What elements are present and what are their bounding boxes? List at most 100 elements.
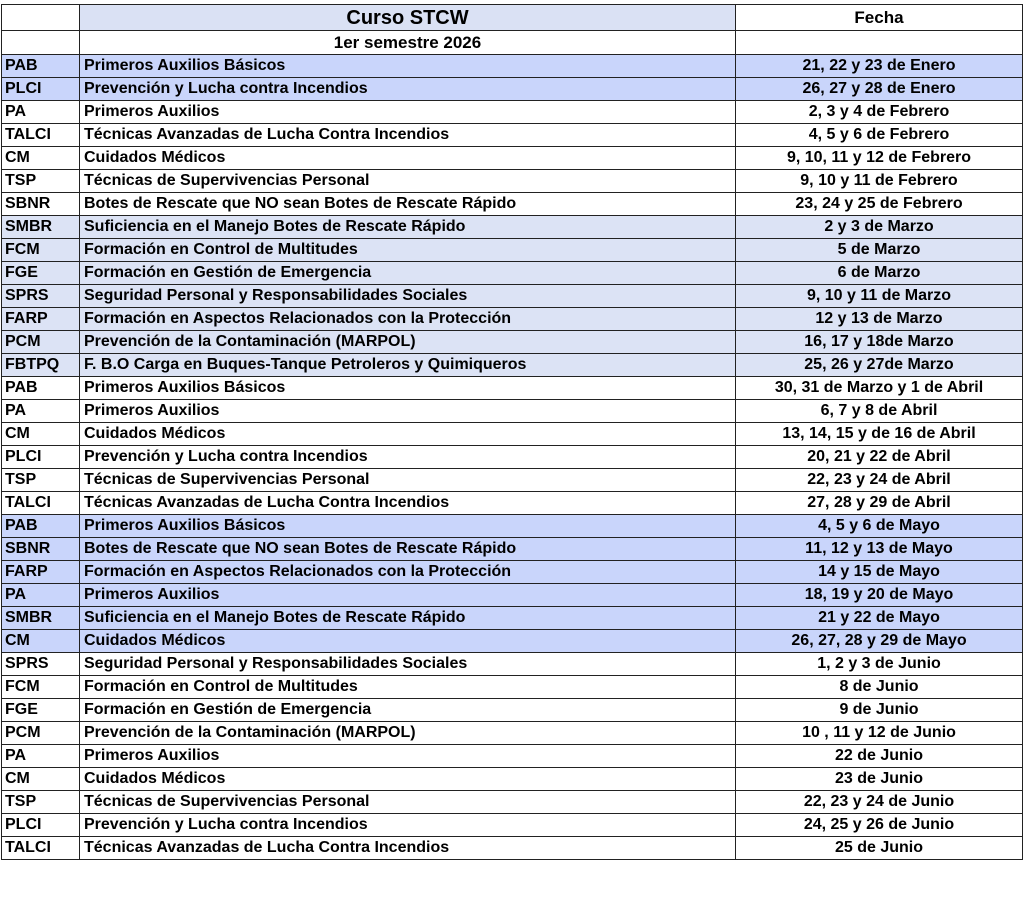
course-name: Suficiencia en el Manejo Botes de Rescat… — [79, 606, 736, 630]
course-code: PLCI — [1, 77, 80, 101]
course-name: Cuidados Médicos — [79, 146, 736, 170]
table-row: PLCI Prevención y Lucha contra Incendios 2… — [1, 813, 1023, 837]
course-code: CM — [1, 767, 80, 791]
table-row: SMBR Suficiencia en el Manejo Botes de Re… — [1, 215, 1023, 239]
course-code: SPRS — [1, 284, 80, 308]
course-code: PCM — [1, 330, 80, 354]
course-date: 27, 28 y 29 de Abril — [735, 491, 1023, 515]
course-code: FGE — [1, 261, 80, 285]
course-title-header: Curso STCW — [79, 4, 736, 31]
course-name: Prevención y Lucha contra Incendios — [79, 77, 736, 101]
course-date: 23, 24 y 25 de Febrero — [735, 192, 1023, 216]
course-date: 24, 25 y 26 de Junio — [735, 813, 1023, 837]
course-date: 26, 27, 28 y 29 de Mayo — [735, 629, 1023, 653]
course-name: Formación en Gestión de Emergencia — [79, 698, 736, 722]
header-empty-cell — [1, 4, 80, 31]
table-row: CM Cuidados Médicos 26, 27, 28 y 29 de May… — [1, 629, 1023, 653]
course-name: Formación en Gestión de Emergencia — [79, 261, 736, 285]
course-name: Cuidados Médicos — [79, 767, 736, 791]
course-code: TSP — [1, 790, 80, 814]
course-name: Formación en Control de Multitudes — [79, 675, 736, 699]
course-date: 20, 21 y 22 de Abril — [735, 445, 1023, 469]
course-code: SMBR — [1, 215, 80, 239]
table-row: FCM Formación en Control de Multitudes 8 d… — [1, 675, 1023, 699]
table-row: FBTPQ F. B.O Carga en Buques-Tanque Petro… — [1, 353, 1023, 377]
course-code: SPRS — [1, 652, 80, 676]
course-code: TALCI — [1, 123, 80, 147]
semester-label: 1er semestre 2026 — [79, 30, 736, 55]
course-date: 12 y 13 de Marzo — [735, 307, 1023, 331]
course-name: Primeros Auxilios Básicos — [79, 514, 736, 538]
course-schedule-table: Curso STCW Fecha 1er semestre 2026 PAB Pr… — [1, 4, 1023, 860]
course-name: Suficiencia en el Manejo Botes de Rescat… — [79, 215, 736, 239]
course-date: 11, 12 y 13 de Mayo — [735, 537, 1023, 561]
semester-date-empty-cell — [735, 30, 1023, 55]
course-code: PA — [1, 583, 80, 607]
course-name: Técnicas Avanzadas de Lucha Contra Incen… — [79, 491, 736, 515]
course-code: TALCI — [1, 836, 80, 860]
table-row: TALCI Técnicas Avanzadas de Lucha Contra … — [1, 836, 1023, 860]
table-row: SBNR Botes de Rescate que NO sean Botes d… — [1, 537, 1023, 561]
course-name: Cuidados Médicos — [79, 422, 736, 446]
course-code: PAB — [1, 514, 80, 538]
course-date: 6 de Marzo — [735, 261, 1023, 285]
course-date: 25 de Junio — [735, 836, 1023, 860]
table-row: PA Primeros Auxilios 18, 19 y 20 de Mayo — [1, 583, 1023, 607]
table-row: PCM Prevención de la Contaminación (MARPO… — [1, 330, 1023, 354]
table-row: FARP Formación en Aspectos Relacionados c… — [1, 560, 1023, 584]
course-name: Seguridad Personal y Responsabilidades S… — [79, 284, 736, 308]
course-name: Formación en Aspectos Relacionados con l… — [79, 560, 736, 584]
table-row: FARP Formación en Aspectos Relacionados c… — [1, 307, 1023, 331]
course-date: 1, 2 y 3 de Junio — [735, 652, 1023, 676]
course-code: PCM — [1, 721, 80, 745]
course-code: CM — [1, 146, 80, 170]
course-date: 22, 23 y 24 de Junio — [735, 790, 1023, 814]
course-date: 18, 19 y 20 de Mayo — [735, 583, 1023, 607]
semester-row: 1er semestre 2026 — [1, 30, 1023, 55]
course-date: 21, 22 y 23 de Enero — [735, 54, 1023, 78]
course-name: Formación en Control de Multitudes — [79, 238, 736, 262]
course-code: PAB — [1, 54, 80, 78]
course-date: 10 , 11 y 12 de Junio — [735, 721, 1023, 745]
table-row: PAB Primeros Auxilios Básicos 4, 5 y 6 de … — [1, 514, 1023, 538]
course-code: SMBR — [1, 606, 80, 630]
table-row: TSP Técnicas de Supervivencias Personal 9,… — [1, 169, 1023, 193]
course-date: 9, 10 y 11 de Marzo — [735, 284, 1023, 308]
course-date: 2 y 3 de Marzo — [735, 215, 1023, 239]
course-code: TSP — [1, 468, 80, 492]
course-name: Primeros Auxilios — [79, 583, 736, 607]
course-date: 4, 5 y 6 de Mayo — [735, 514, 1023, 538]
date-header: Fecha — [735, 4, 1023, 31]
table-row: CM Cuidados Médicos 9, 10, 11 y 12 de Febr… — [1, 146, 1023, 170]
course-code: TSP — [1, 169, 80, 193]
course-name: Formación en Aspectos Relacionados con l… — [79, 307, 736, 331]
table-row: FGE Formación en Gestión de Emergencia 9 d… — [1, 698, 1023, 722]
course-name: Prevención de la Contaminación (MARPOL) — [79, 721, 736, 745]
course-code: CM — [1, 629, 80, 653]
course-date: 16, 17 y 18de Marzo — [735, 330, 1023, 354]
course-date: 13, 14, 15 y de 16 de Abril — [735, 422, 1023, 446]
course-code: PA — [1, 744, 80, 768]
course-date: 22, 23 y 24 de Abril — [735, 468, 1023, 492]
course-name: Prevención de la Contaminación (MARPOL) — [79, 330, 736, 354]
course-name: Técnicas de Supervivencias Personal — [79, 468, 736, 492]
course-code: FCM — [1, 675, 80, 699]
course-name: Técnicas Avanzadas de Lucha Contra Incen… — [79, 836, 736, 860]
course-date: 5 de Marzo — [735, 238, 1023, 262]
table-row: PCM Prevención de la Contaminación (MARPO… — [1, 721, 1023, 745]
course-code: FARP — [1, 560, 80, 584]
course-date: 26, 27 y 28 de Enero — [735, 77, 1023, 101]
header-row: Curso STCW Fecha — [1, 4, 1023, 31]
semester-empty-cell — [1, 30, 80, 55]
course-code: TALCI — [1, 491, 80, 515]
table-row: SPRS Seguridad Personal y Responsabilidad… — [1, 284, 1023, 308]
course-date: 21 y 22 de Mayo — [735, 606, 1023, 630]
course-name: Técnicas de Supervivencias Personal — [79, 790, 736, 814]
table-row: SPRS Seguridad Personal y Responsabilidad… — [1, 652, 1023, 676]
table-row: PA Primeros Auxilios 2, 3 y 4 de Febrero — [1, 100, 1023, 124]
course-name: Primeros Auxilios — [79, 399, 736, 423]
course-name: Botes de Rescate que NO sean Botes de Re… — [79, 192, 736, 216]
course-date: 4, 5 y 6 de Febrero — [735, 123, 1023, 147]
table-row: SMBR Suficiencia en el Manejo Botes de Re… — [1, 606, 1023, 630]
course-date: 2, 3 y 4 de Febrero — [735, 100, 1023, 124]
